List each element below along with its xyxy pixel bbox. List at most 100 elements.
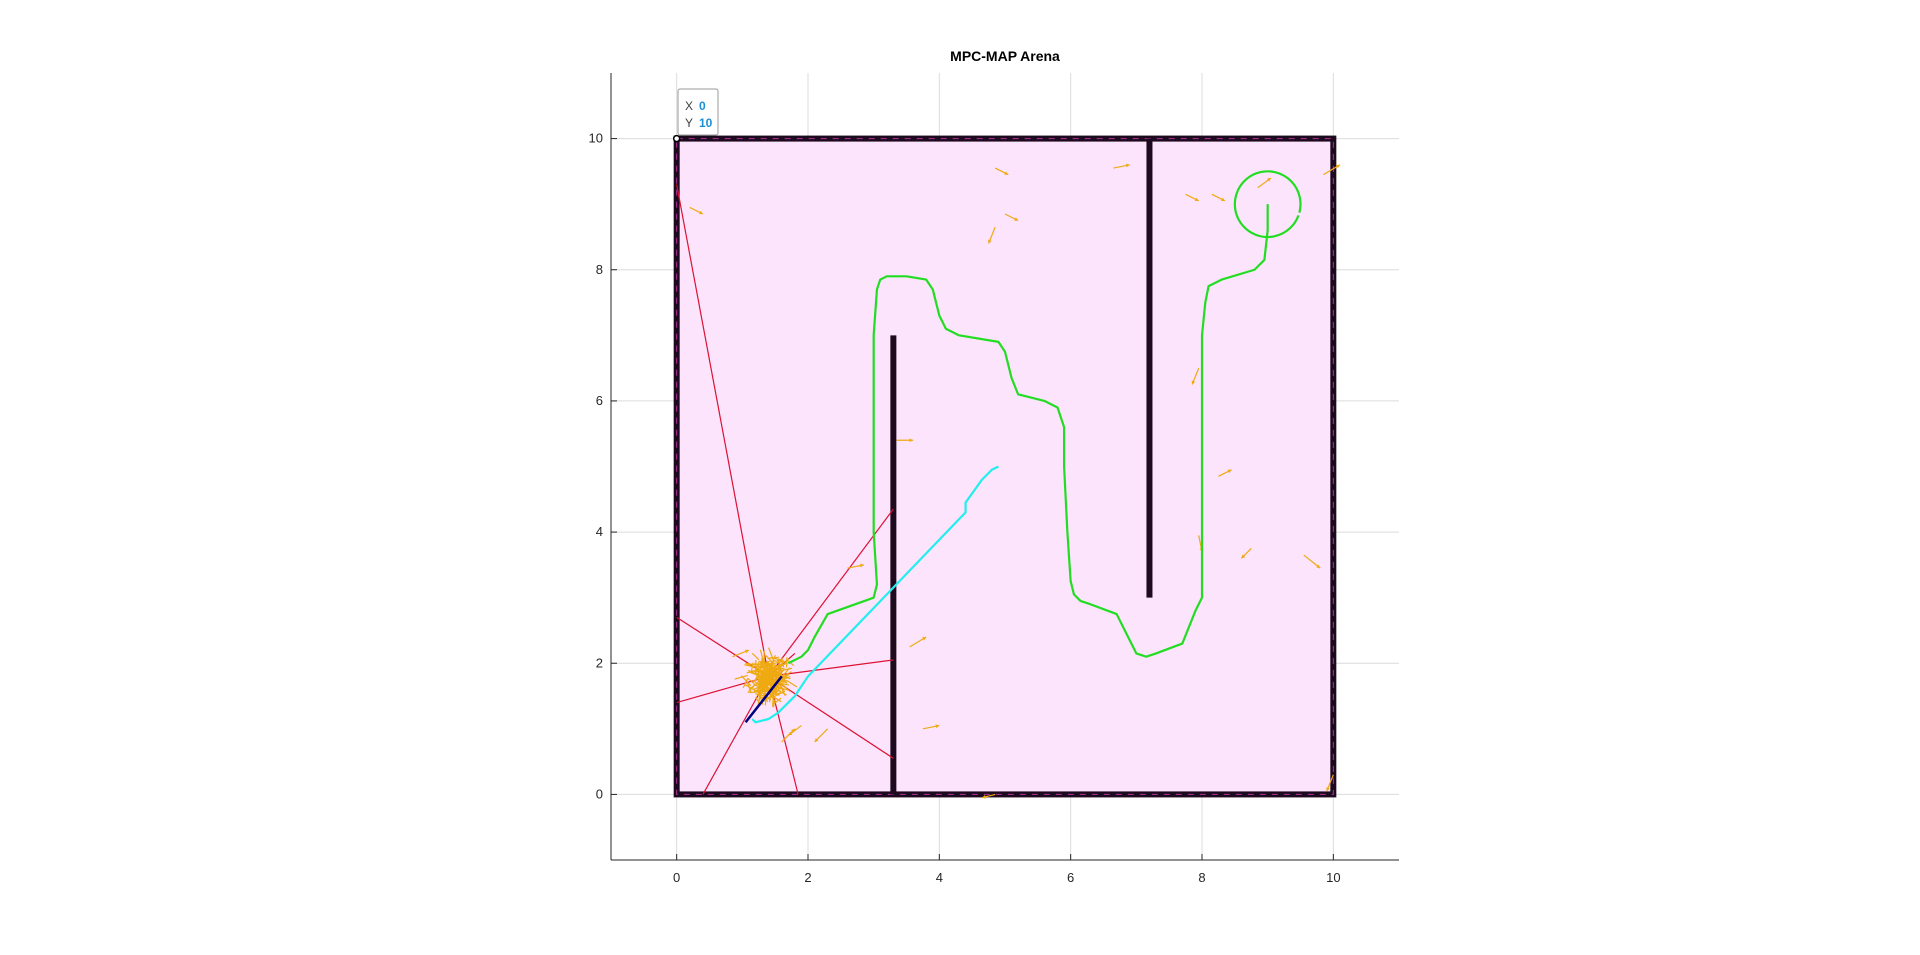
particle — [758, 669, 769, 673]
datatip-x-value: 0 — [699, 99, 706, 113]
x-tick-label: 8 — [1198, 870, 1205, 885]
particle — [769, 668, 775, 681]
particle — [751, 669, 760, 672]
plot-series — [676, 163, 1341, 799]
arena-boundary — [673, 135, 1337, 798]
particle — [780, 686, 786, 696]
datatip-y-label: Y — [685, 116, 693, 130]
particle-arrowhead — [1316, 564, 1321, 569]
x-tick-label: 4 — [936, 870, 943, 885]
datatip-marker[interactable] — [672, 134, 681, 143]
arena-boundary-dash — [676, 138, 1334, 795]
particle — [765, 659, 776, 668]
particle — [763, 667, 769, 681]
particle — [748, 665, 761, 668]
particle — [773, 691, 784, 698]
y-tick-label: 2 — [596, 655, 603, 670]
particle-arrowhead — [1125, 163, 1130, 168]
y-tick-label: 0 — [596, 786, 603, 801]
particle — [769, 665, 772, 675]
particle-arrowhead — [744, 649, 749, 654]
lidar-ray — [768, 659, 894, 677]
x-tick-label: 6 — [1067, 870, 1074, 885]
particle — [779, 676, 787, 689]
robot-trajectory — [751, 465, 999, 724]
x-tick-label: 0 — [673, 870, 680, 885]
particle-arrowhead — [1191, 380, 1196, 385]
particle-arrowhead — [988, 239, 992, 244]
particle-arrowhead — [1241, 554, 1246, 559]
particle — [761, 687, 768, 699]
particle — [779, 682, 790, 686]
particle-arrowhead — [1194, 197, 1199, 202]
particle — [759, 649, 765, 664]
particle — [776, 658, 790, 668]
y-tick-label: 10 — [589, 131, 603, 146]
particle-arrowhead — [814, 738, 819, 742]
particle — [747, 677, 755, 685]
particle — [769, 689, 781, 696]
particle — [779, 667, 793, 672]
particle — [775, 662, 787, 670]
particle — [749, 671, 760, 677]
particle-arrowhead — [1227, 469, 1232, 474]
y-tick-label: 6 — [596, 393, 603, 408]
particle — [763, 675, 766, 685]
x-tick-label: 2 — [804, 870, 811, 885]
lidar-ray — [768, 508, 894, 677]
particle — [747, 685, 755, 693]
datatip-x-label: X — [685, 99, 693, 113]
particle — [769, 671, 777, 678]
goal-circle — [1233, 170, 1302, 239]
particle-arrowhead — [1266, 177, 1271, 182]
particle — [770, 656, 782, 661]
y-tick-label: 8 — [596, 262, 603, 277]
lidar-ray — [768, 675, 894, 759]
particle — [740, 675, 752, 687]
particle — [755, 682, 766, 691]
particle-arrowhead — [1014, 217, 1019, 221]
axes: 0 2 4 6 8 10 0 2 4 6 8 10 — [589, 73, 1399, 885]
particle — [779, 676, 788, 682]
particle — [781, 657, 785, 668]
particle — [734, 674, 748, 680]
particle — [772, 697, 782, 706]
datatip-box[interactable] — [677, 88, 719, 136]
particle-arrowhead — [1004, 171, 1009, 175]
particle-arrowhead — [982, 794, 986, 799]
y-tick-label: 4 — [596, 524, 603, 539]
particle — [746, 682, 752, 694]
particle — [757, 685, 760, 696]
particle-arrowhead — [1326, 787, 1330, 792]
particle-arrowhead — [698, 210, 703, 215]
particle — [744, 684, 757, 692]
particle — [757, 671, 767, 677]
particle — [755, 661, 763, 669]
particle-arrowhead — [922, 637, 927, 641]
datatip-y-value: 10 — [699, 116, 713, 130]
particle — [772, 664, 782, 669]
particle — [757, 683, 768, 694]
data-tip[interactable]: X 0Y 10 — [672, 88, 719, 143]
planned-path — [787, 204, 1269, 665]
particle-arrowhead — [935, 724, 940, 729]
chart-title: MPC-MAP Arena — [950, 48, 1060, 64]
lidar-ray — [676, 184, 770, 677]
particle — [772, 661, 783, 665]
particle — [769, 691, 782, 697]
particle — [751, 652, 760, 661]
lidar-ray — [702, 676, 770, 795]
x-tick-label: 10 — [1326, 870, 1340, 885]
particle-arrowhead — [909, 438, 914, 443]
particle-arrowhead — [1335, 164, 1340, 169]
particle — [761, 660, 771, 666]
particle — [785, 679, 798, 688]
particle — [759, 657, 763, 672]
arena — [673, 135, 1337, 798]
robot-heading — [744, 675, 783, 724]
particle-arrowhead — [859, 563, 864, 568]
particle-arrowhead — [788, 731, 793, 736]
particle-arrowhead — [1220, 197, 1225, 202]
particle — [742, 677, 749, 689]
